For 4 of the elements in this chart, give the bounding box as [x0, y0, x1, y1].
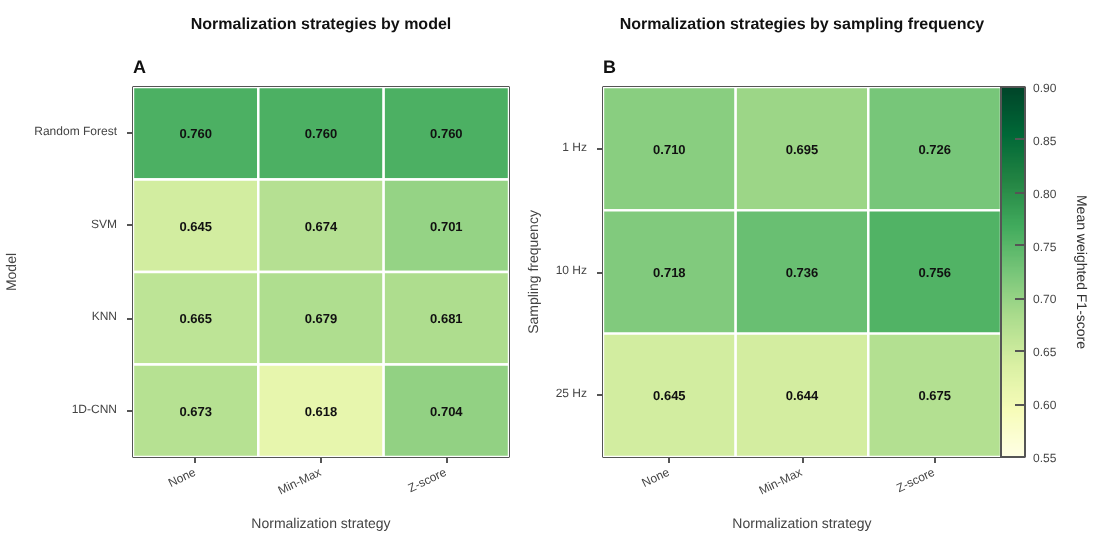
text: A: [133, 57, 147, 77]
chart-title: Normalization strategies by sampling frequency: [619, 15, 986, 33]
text: B: [603, 57, 617, 77]
chart-title: Normalization strategies by model: [190, 15, 452, 33]
